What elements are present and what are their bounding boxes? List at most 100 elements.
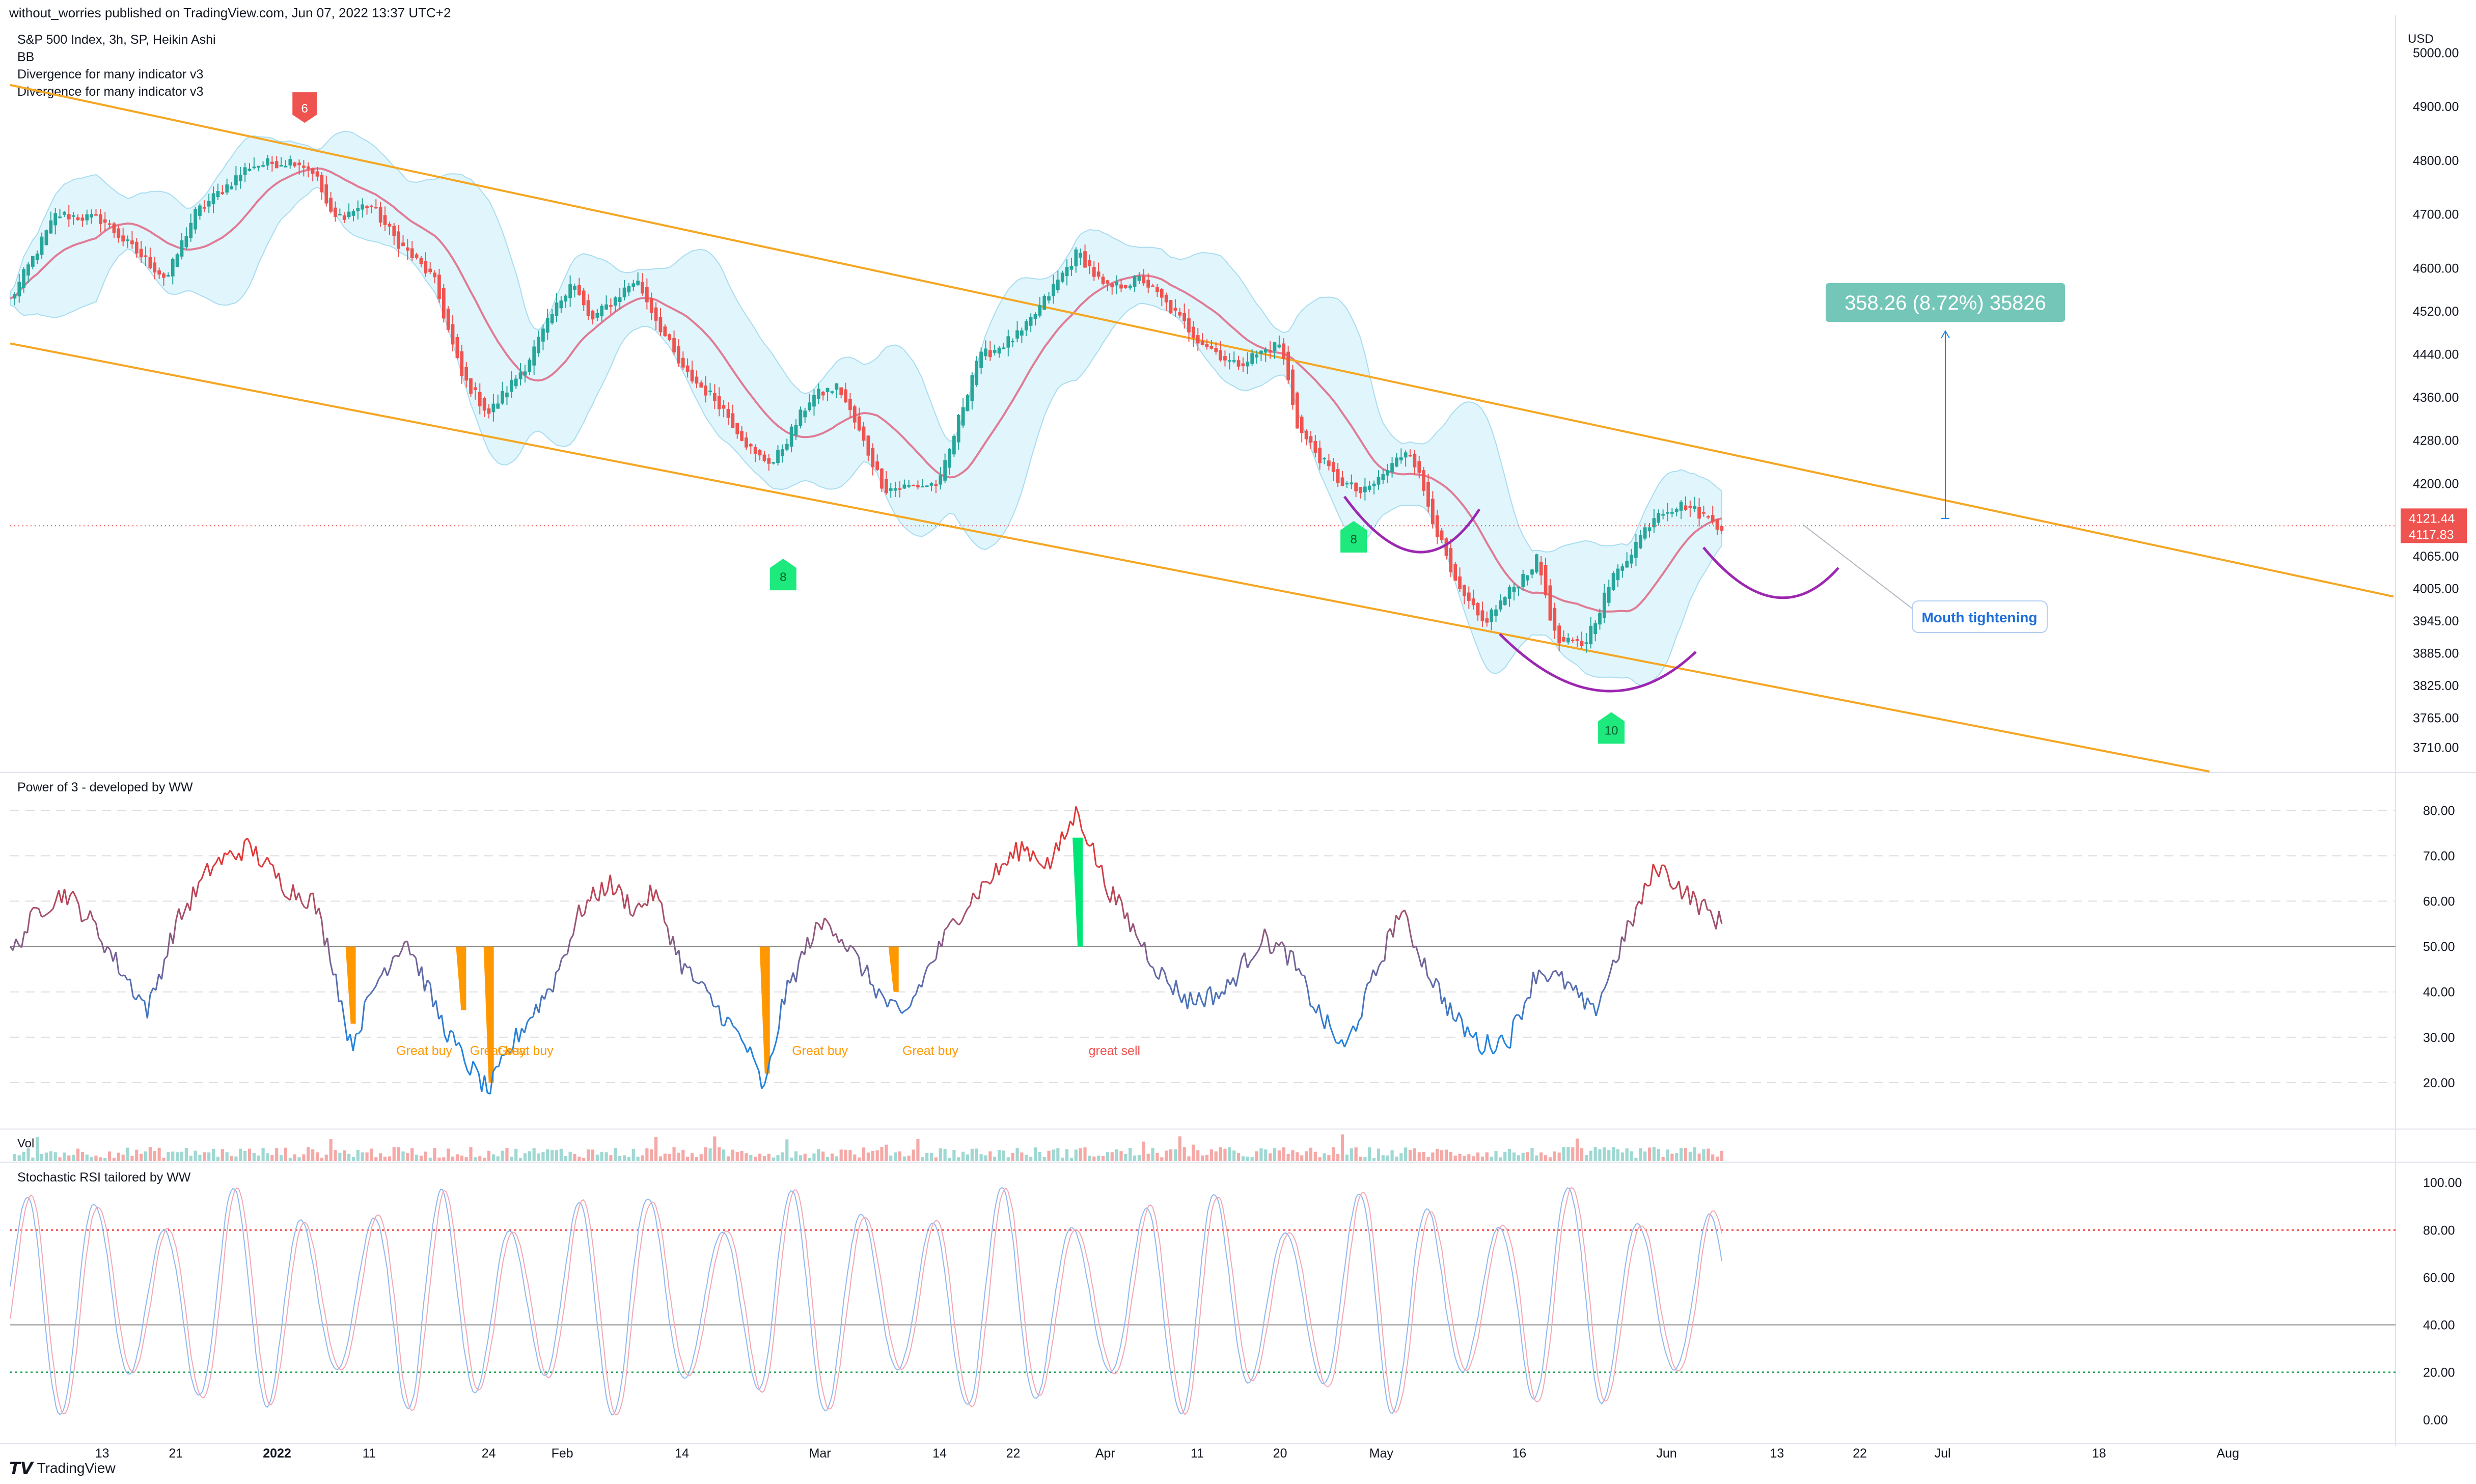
candle[interactable] — [397, 231, 400, 249]
candle[interactable] — [988, 350, 992, 358]
candle[interactable] — [952, 436, 956, 455]
candle[interactable] — [609, 305, 613, 307]
candle[interactable] — [1553, 608, 1557, 631]
candle[interactable] — [762, 454, 766, 461]
candle[interactable] — [1517, 587, 1521, 589]
candle[interactable] — [835, 383, 839, 390]
candle[interactable] — [324, 184, 328, 204]
candle[interactable] — [713, 393, 717, 401]
candle[interactable] — [167, 274, 170, 277]
candle[interactable] — [970, 375, 974, 401]
candle[interactable] — [433, 272, 436, 278]
candle[interactable] — [361, 204, 365, 210]
candle[interactable] — [1214, 348, 1218, 352]
pattern-arc-2[interactable] — [1499, 633, 1697, 693]
candle[interactable] — [216, 191, 220, 198]
candle[interactable] — [690, 369, 694, 382]
candle[interactable] — [943, 460, 947, 481]
candle[interactable] — [645, 287, 649, 303]
candle[interactable] — [347, 211, 351, 217]
candle[interactable] — [857, 416, 861, 431]
candle[interactable] — [731, 413, 735, 428]
candle[interactable] — [180, 240, 184, 257]
candle[interactable] — [496, 403, 500, 409]
candle[interactable] — [1643, 527, 1647, 539]
candle[interactable] — [1548, 585, 1552, 621]
candle[interactable] — [1236, 360, 1241, 367]
candle[interactable] — [487, 408, 491, 414]
candle[interactable] — [338, 214, 342, 216]
candle[interactable] — [1336, 469, 1340, 483]
candle[interactable] — [568, 284, 572, 298]
candle[interactable] — [1169, 300, 1173, 314]
pivot-marker-1[interactable]: 6 — [292, 92, 317, 123]
candle[interactable] — [848, 399, 852, 410]
stochrsi-d-line[interactable] — [10, 1187, 1722, 1416]
candle[interactable] — [315, 171, 319, 177]
candle[interactable] — [1431, 499, 1435, 525]
candle[interactable] — [1300, 417, 1304, 433]
candle[interactable] — [63, 211, 66, 215]
candle[interactable] — [261, 165, 265, 167]
candle[interactable] — [816, 389, 820, 399]
candle[interactable] — [1354, 482, 1358, 491]
candle[interactable] — [1666, 512, 1669, 514]
candle[interactable] — [1647, 527, 1652, 532]
candle[interactable] — [573, 286, 576, 290]
candle[interactable] — [1499, 600, 1502, 610]
candle[interactable] — [1471, 598, 1475, 606]
candle[interactable] — [1512, 587, 1516, 592]
power3-signal-bar[interactable] — [345, 946, 356, 1024]
candle[interactable] — [704, 385, 708, 396]
candle[interactable] — [437, 274, 441, 299]
candle[interactable] — [1255, 354, 1258, 358]
candle[interactable] — [545, 317, 549, 333]
candle[interactable] — [541, 328, 545, 342]
candle[interactable] — [1065, 266, 1069, 277]
candle[interactable] — [1521, 574, 1525, 587]
candle[interactable] — [641, 282, 644, 294]
candle[interactable] — [134, 241, 139, 254]
candle[interactable] — [1340, 477, 1344, 486]
candle[interactable] — [1015, 330, 1019, 339]
candle[interactable] — [202, 207, 206, 209]
candle[interactable] — [157, 270, 161, 275]
candle[interactable] — [1277, 344, 1281, 348]
candle[interactable] — [1259, 350, 1263, 354]
candle[interactable] — [1598, 613, 1602, 625]
candle[interactable] — [1404, 452, 1408, 458]
candle[interactable] — [1530, 569, 1534, 575]
candle[interactable] — [523, 371, 527, 376]
candle[interactable] — [1539, 562, 1543, 575]
candle[interactable] — [627, 286, 631, 293]
candle[interactable] — [1544, 565, 1548, 596]
candle[interactable] — [238, 175, 242, 181]
candle[interactable] — [126, 239, 129, 241]
candle[interactable] — [595, 313, 599, 318]
candle[interactable] — [550, 314, 554, 323]
candle[interactable] — [1096, 271, 1101, 277]
candle[interactable] — [1160, 289, 1164, 298]
candle[interactable] — [1467, 592, 1471, 601]
candle[interactable] — [1006, 336, 1010, 348]
candle[interactable] — [1268, 350, 1272, 353]
candle[interactable] — [586, 300, 590, 316]
candle[interactable] — [1463, 585, 1466, 596]
candle[interactable] — [266, 158, 269, 166]
candle[interactable] — [478, 392, 482, 406]
candle[interactable] — [1634, 541, 1638, 558]
candle[interactable] — [622, 287, 626, 297]
legend-bb[interactable]: BB — [17, 50, 35, 64]
candle[interactable] — [1444, 538, 1448, 556]
candle[interactable] — [1625, 561, 1629, 568]
candle[interactable] — [171, 259, 175, 277]
candle[interactable] — [821, 392, 825, 396]
candle[interactable] — [428, 268, 432, 272]
candle[interactable] — [613, 297, 617, 306]
candle[interactable] — [71, 215, 75, 217]
candle[interactable] — [582, 290, 586, 306]
candle[interactable] — [1494, 609, 1498, 616]
power3-signal-bar[interactable] — [483, 946, 494, 1083]
candle[interactable] — [378, 207, 382, 223]
